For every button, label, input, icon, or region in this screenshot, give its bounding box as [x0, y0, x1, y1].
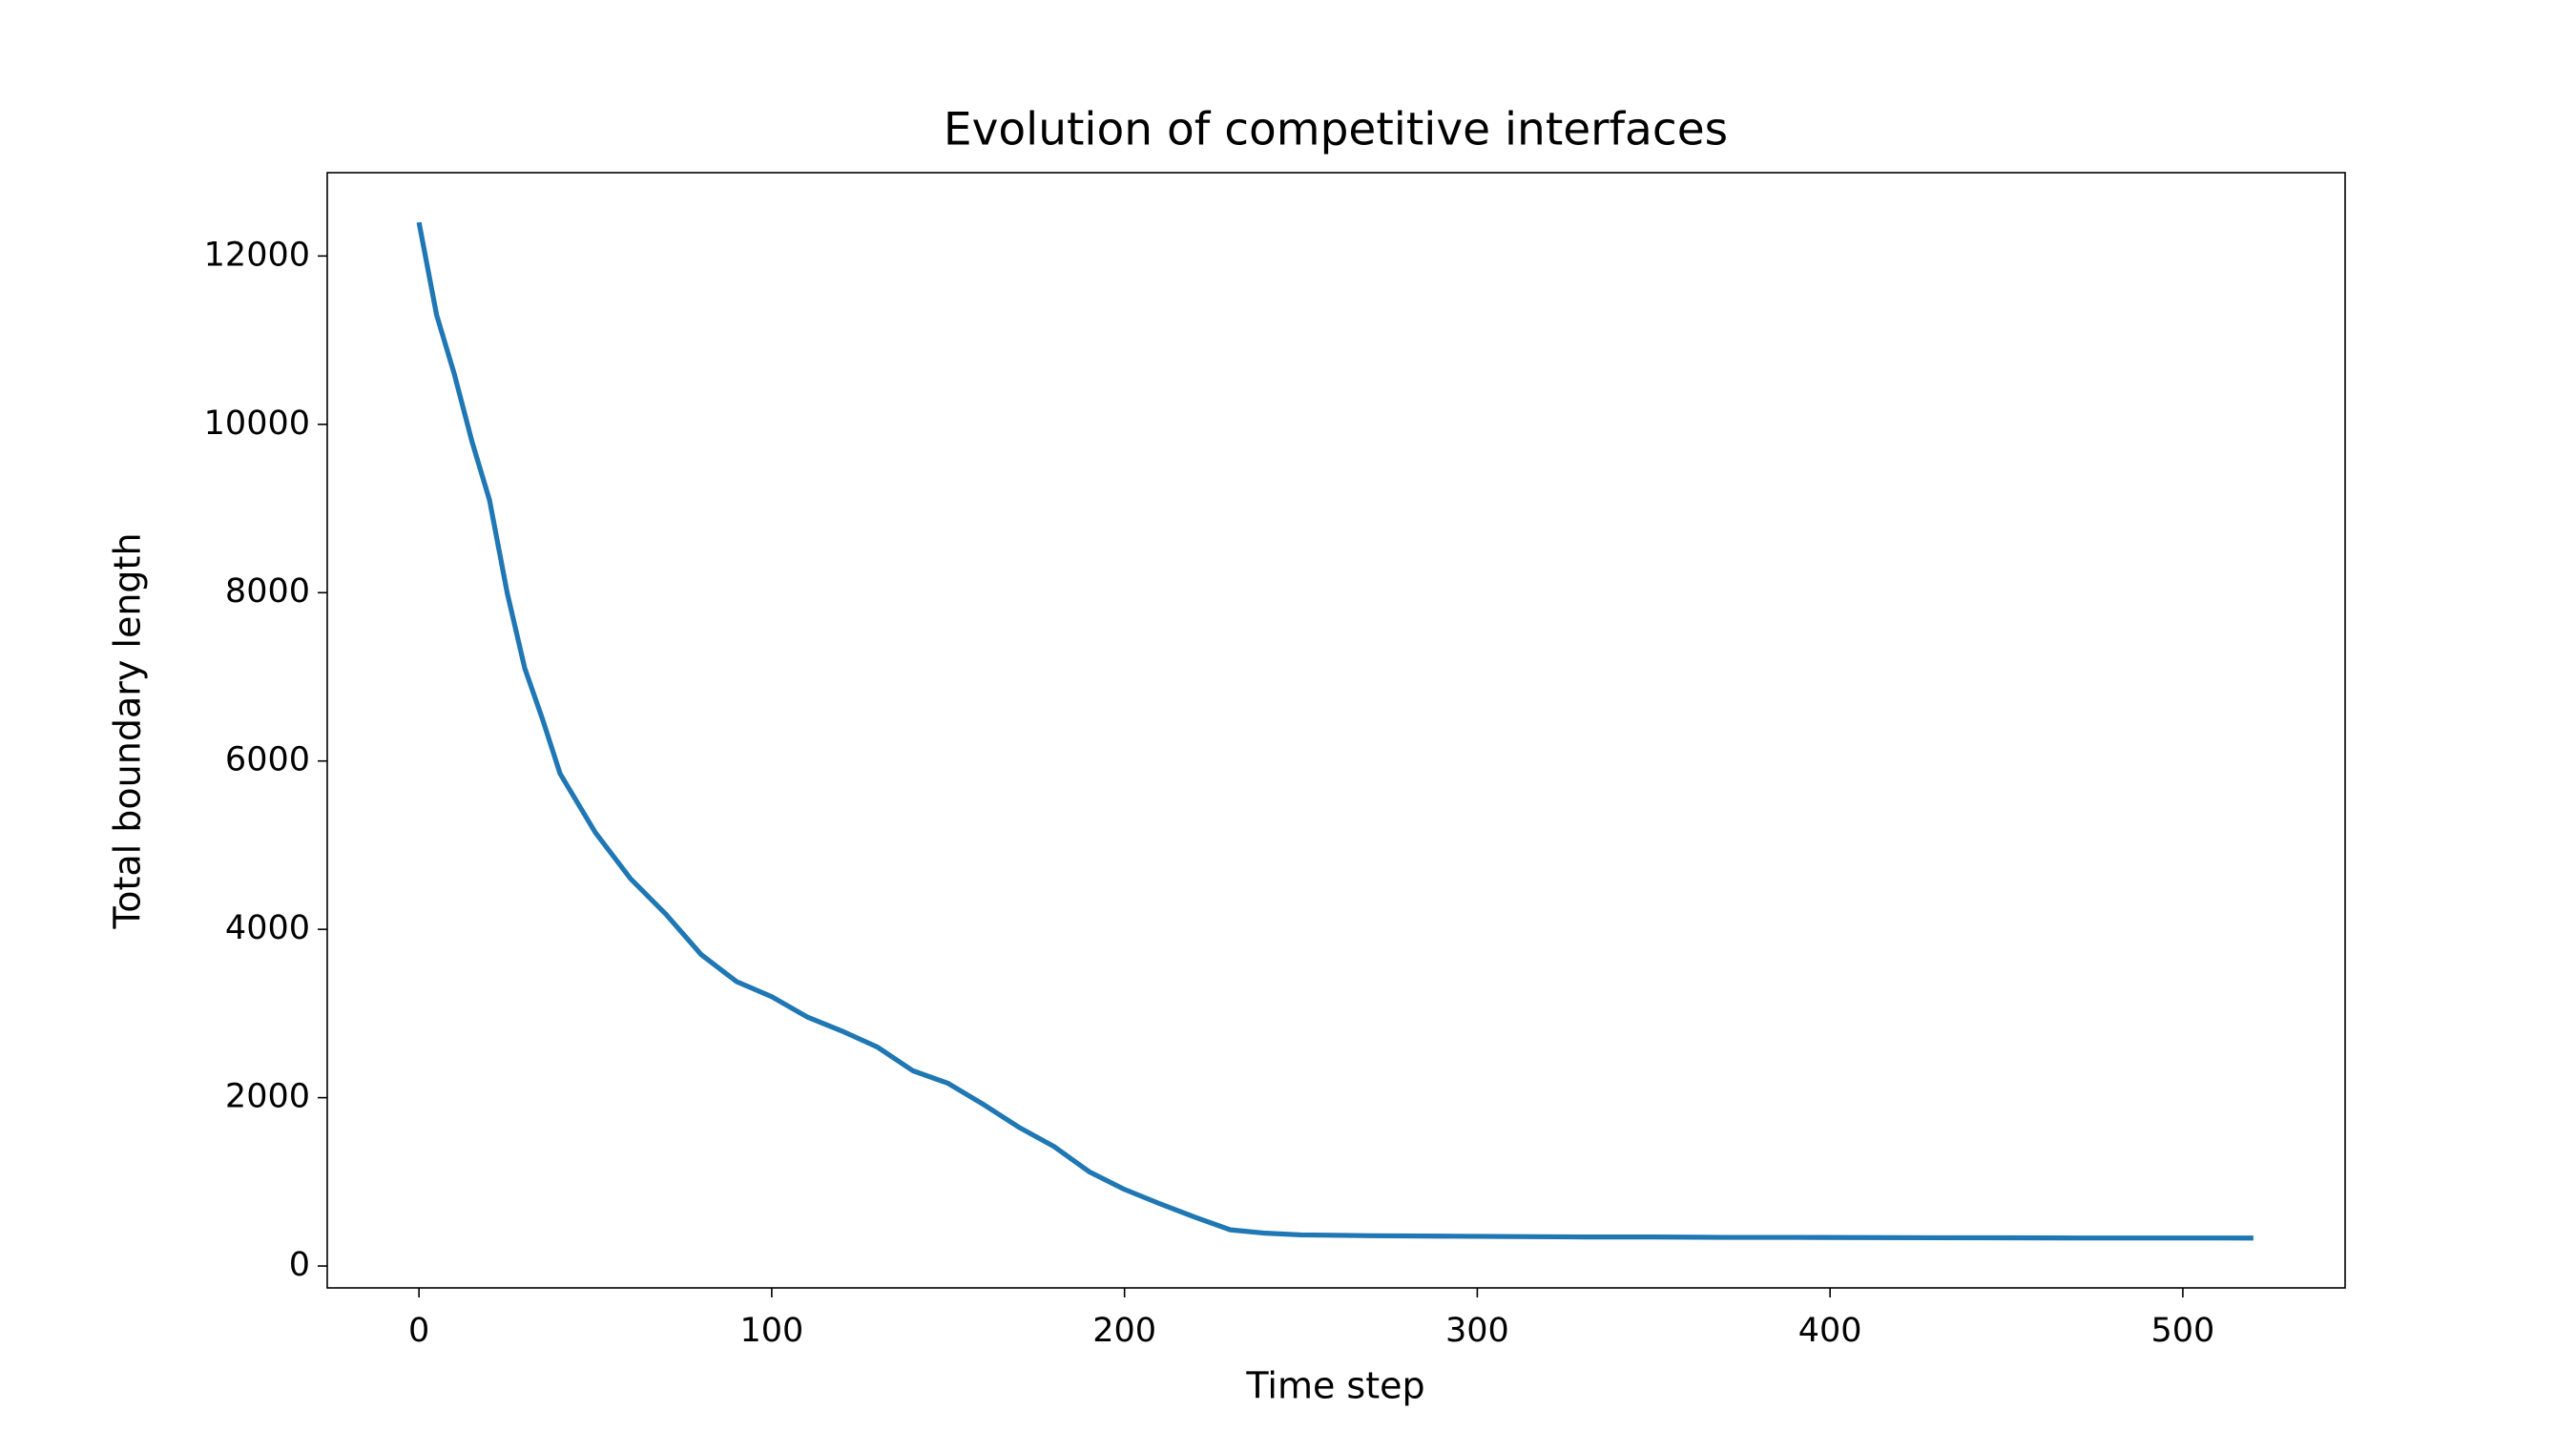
- x-axis-label: Time step: [1245, 1365, 1424, 1407]
- chart-title: Evolution of competitive interfaces: [944, 104, 1728, 156]
- y-tick-label: 6000: [225, 741, 310, 779]
- x-tick-label: 300: [1445, 1312, 1509, 1350]
- x-tick-label: 0: [408, 1312, 429, 1350]
- y-tick-label: 10000: [204, 404, 310, 443]
- x-tick-label: 500: [2151, 1312, 2215, 1350]
- x-tick-label: 400: [1798, 1312, 1862, 1350]
- y-tick-label: 4000: [225, 909, 310, 947]
- y-axis-label: Total boundary length: [107, 532, 149, 929]
- data-line: [416, 221, 2254, 1241]
- y-tick-label: 8000: [225, 572, 310, 611]
- x-tick-label: 100: [739, 1312, 803, 1350]
- plot-frame: [326, 172, 2346, 1289]
- y-tick-label: 2000: [225, 1078, 310, 1116]
- y-tick-label: 12000: [204, 236, 310, 274]
- x-tick-label: 200: [1092, 1312, 1156, 1350]
- y-tick-label: 0: [289, 1246, 310, 1284]
